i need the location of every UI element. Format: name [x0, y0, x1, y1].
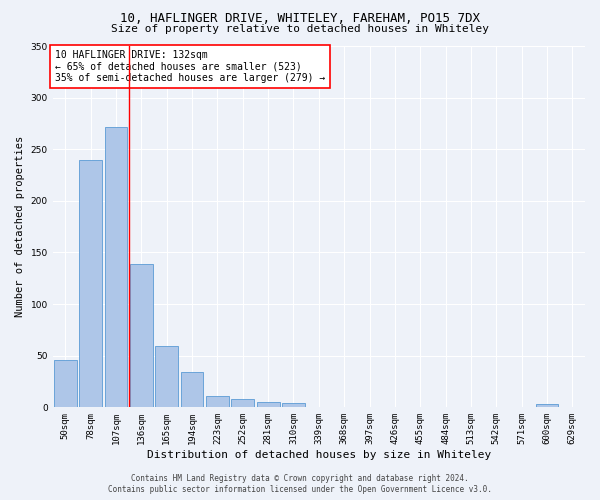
Text: 10, HAFLINGER DRIVE, WHITELEY, FAREHAM, PO15 7DX: 10, HAFLINGER DRIVE, WHITELEY, FAREHAM, …: [120, 12, 480, 26]
Bar: [257, 402, 280, 407]
Text: Size of property relative to detached houses in Whiteley: Size of property relative to detached ho…: [111, 24, 489, 34]
X-axis label: Distribution of detached houses by size in Whiteley: Distribution of detached houses by size …: [147, 450, 491, 460]
Bar: [206, 396, 229, 407]
Bar: [232, 399, 254, 407]
Text: 10 HAFLINGER DRIVE: 132sqm
← 65% of detached houses are smaller (523)
35% of sem: 10 HAFLINGER DRIVE: 132sqm ← 65% of deta…: [55, 50, 326, 83]
Bar: [181, 372, 203, 408]
Bar: [130, 264, 153, 408]
Y-axis label: Number of detached properties: Number of detached properties: [15, 136, 25, 318]
Bar: [155, 346, 178, 408]
Bar: [536, 404, 559, 407]
Bar: [282, 403, 305, 407]
Bar: [54, 360, 77, 408]
Bar: [79, 160, 102, 408]
Bar: [104, 126, 127, 408]
Text: Contains HM Land Registry data © Crown copyright and database right 2024.
Contai: Contains HM Land Registry data © Crown c…: [108, 474, 492, 494]
